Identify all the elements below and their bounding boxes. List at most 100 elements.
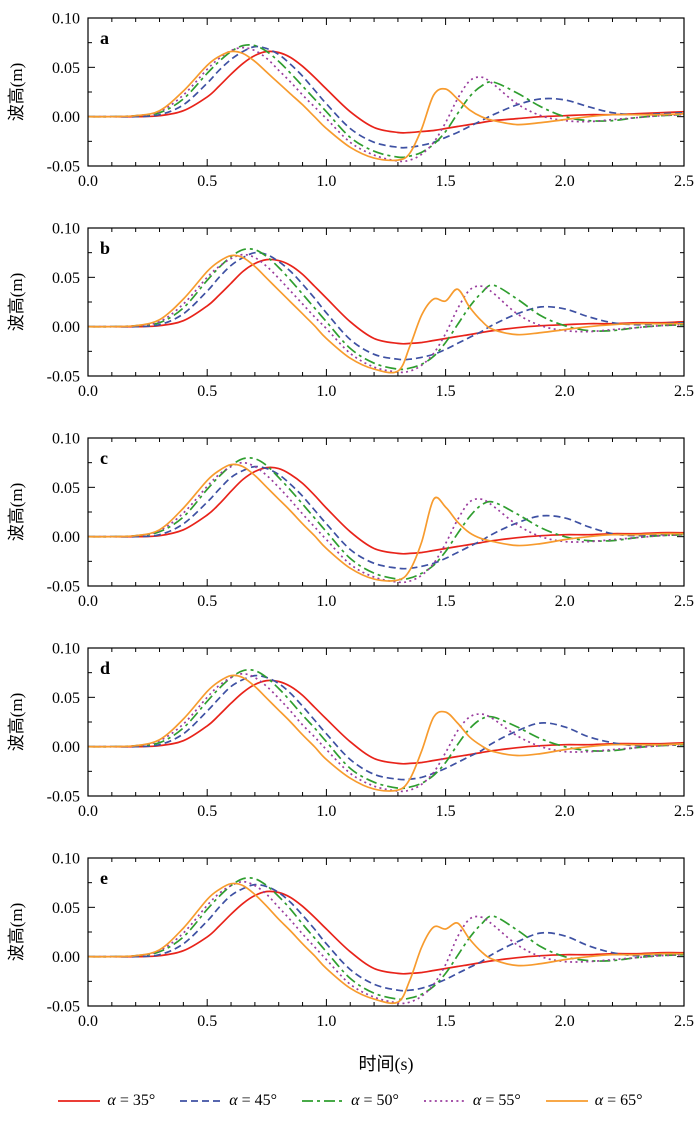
series-line-35-panel-b bbox=[88, 258, 685, 345]
x-tick-label: 1.5 bbox=[436, 593, 456, 610]
series-line-55-panel-a bbox=[87, 46, 685, 163]
series-line-65-panel-c bbox=[87, 463, 685, 582]
series-line-35-panel-e bbox=[88, 890, 685, 975]
legend-label-45: α = 45° bbox=[229, 1092, 278, 1109]
x-tick-label: 2.0 bbox=[555, 803, 575, 820]
panel-letter-a: a bbox=[100, 28, 109, 48]
y-tick-label: -0.05 bbox=[47, 999, 80, 1016]
y-tick-label: 0.10 bbox=[52, 851, 80, 868]
x-tick-label: 1.0 bbox=[316, 383, 336, 400]
x-tick-label: 0.5 bbox=[197, 1013, 217, 1030]
legend-line-sample-50 bbox=[302, 1100, 345, 1102]
series-line-45-panel-c bbox=[88, 465, 685, 570]
series-line-65-panel-a bbox=[87, 50, 685, 162]
plot-frame bbox=[87, 227, 685, 377]
series-line-50-panel-b bbox=[87, 248, 685, 371]
series-line-45-panel-a bbox=[88, 45, 685, 149]
series-line-65-panel-d bbox=[87, 674, 685, 792]
x-tick-label: 2.5 bbox=[674, 803, 694, 820]
x-tick-label: 0.0 bbox=[78, 1013, 98, 1030]
x-tick-label: 2.0 bbox=[555, 1013, 575, 1030]
panel-letter-c: c bbox=[100, 448, 108, 468]
legend-label-50: α = 50° bbox=[351, 1092, 399, 1109]
series-line-45-panel-e bbox=[88, 883, 685, 992]
series-line-45-panel-b bbox=[88, 251, 685, 361]
y-tick-label: 0.10 bbox=[52, 641, 80, 658]
y-axis-title: 波高(m) bbox=[7, 693, 26, 752]
y-tick-label: 0.00 bbox=[52, 319, 80, 336]
series-line-55-panel-c bbox=[87, 461, 685, 584]
y-tick-label: 0.05 bbox=[52, 900, 80, 917]
series-line-50-panel-e bbox=[87, 877, 685, 1001]
x-tick-label: 0.0 bbox=[78, 173, 98, 190]
x-tick-label: 0.5 bbox=[197, 803, 217, 820]
y-tick-label: 0.05 bbox=[52, 60, 80, 77]
x-tick-label: 0.0 bbox=[78, 593, 98, 610]
x-tick-label: 2.5 bbox=[674, 593, 694, 610]
series-line-65-panel-e bbox=[87, 882, 685, 1005]
y-tick-label: 0.00 bbox=[52, 739, 80, 756]
x-tick-label: 0.5 bbox=[197, 383, 217, 400]
x-tick-label: 0.0 bbox=[78, 383, 98, 400]
chart-panel-a: 0.0 0.5 1.0 1.5 2.0 2.5 -0.05 0.00 0.05 0.10 波高(m)… bbox=[7, 11, 694, 191]
x-tick-label: 2.5 bbox=[674, 1013, 694, 1030]
plot-frame bbox=[87, 17, 685, 167]
legend-item-35: α = 35° bbox=[57, 1092, 155, 1110]
panel-letter-d: d bbox=[100, 658, 110, 678]
y-axis-title: 波高(m) bbox=[7, 903, 26, 962]
x-tick-label: 2.5 bbox=[674, 383, 694, 400]
legend: α = 35° α = 45° α = 50° α = 55° α = 65° bbox=[0, 1092, 700, 1120]
y-tick-label: 0.10 bbox=[52, 431, 80, 448]
legend-label-35: α = 35° bbox=[107, 1092, 156, 1109]
y-tick-label: 0.05 bbox=[52, 690, 80, 707]
panel-letter-b: b bbox=[100, 238, 110, 258]
y-tick-label: -0.05 bbox=[47, 579, 80, 596]
y-tick-label: 0.05 bbox=[52, 480, 80, 497]
series-line-50-panel-a bbox=[87, 44, 685, 159]
x-tick-label: 1.5 bbox=[436, 173, 456, 190]
legend-item-50: α = 50° bbox=[301, 1092, 399, 1110]
series-line-50-panel-c bbox=[87, 457, 685, 581]
y-tick-label: -0.05 bbox=[47, 159, 80, 176]
panel-letter-e: e bbox=[100, 868, 108, 888]
x-tick-label: 1.5 bbox=[436, 1013, 456, 1030]
x-tick-label: 2.0 bbox=[555, 173, 575, 190]
series-line-35-panel-d bbox=[88, 679, 685, 765]
x-tick-label: 1.5 bbox=[436, 803, 456, 820]
legend-line-sample-35 bbox=[58, 1100, 101, 1102]
y-tick-label: 0.00 bbox=[52, 529, 80, 546]
legend-item-55: α = 55° bbox=[423, 1092, 521, 1110]
chart-panel-c: 0.0 0.5 1.0 1.5 2.0 2.5 -0.05 0.00 0.05 0.10 波高(m)… bbox=[7, 431, 694, 611]
y-tick-label: 0.10 bbox=[52, 221, 80, 238]
x-axis-title: 时间(s) bbox=[358, 1054, 414, 1074]
x-tick-label: 1.0 bbox=[316, 803, 336, 820]
chart-panel-b: 0.0 0.5 1.0 1.5 2.0 2.5 -0.05 0.00 0.05 0.10 波高(m)… bbox=[7, 221, 694, 401]
series-line-50-panel-d bbox=[87, 668, 685, 790]
plot-frame bbox=[87, 857, 685, 1007]
y-axis-title: 波高(m) bbox=[7, 63, 26, 122]
legend-line-sample-65 bbox=[545, 1100, 588, 1102]
chart-panels: 0.0 0.5 1.0 1.5 2.0 2.5 -0.05 0.00 0.05 0.10 波高(m)… bbox=[0, 4, 700, 1054]
series-line-35-panel-c bbox=[88, 466, 685, 555]
y-tick-label: 0.00 bbox=[52, 949, 80, 966]
legend-line-sample-45 bbox=[180, 1100, 223, 1102]
x-tick-label: 1.0 bbox=[316, 173, 336, 190]
legend-item-65: α = 65° bbox=[545, 1092, 643, 1110]
y-tick-label: -0.05 bbox=[47, 789, 80, 806]
y-tick-label: 0.00 bbox=[52, 109, 80, 126]
wave-height-figure: 0.0 0.5 1.0 1.5 2.0 2.5 -0.05 0.00 0.05 0.10 波高(m)… bbox=[0, 4, 700, 1120]
series-line-55-panel-e bbox=[87, 880, 685, 1005]
y-tick-label: 0.10 bbox=[52, 11, 80, 28]
chart-panel-d: 0.0 0.5 1.0 1.5 2.0 2.5 -0.05 0.00 0.05 0.10 波高(m)… bbox=[7, 641, 694, 821]
chart-panel-e: 0.0 0.5 1.0 1.5 2.0 2.5 -0.05 0.00 0.05 0.10 波高(m)… bbox=[7, 851, 694, 1031]
legend-item-45: α = 45° bbox=[179, 1092, 277, 1110]
y-axis-title: 波高(m) bbox=[7, 483, 26, 542]
x-tick-label: 2.0 bbox=[555, 383, 575, 400]
plot-frame bbox=[87, 437, 685, 587]
x-tick-label: 2.0 bbox=[555, 593, 575, 610]
plot-frame bbox=[87, 647, 685, 797]
x-tick-label: 0.5 bbox=[197, 593, 217, 610]
series-line-45-panel-d bbox=[88, 674, 685, 781]
legend-line-sample-55 bbox=[423, 1100, 466, 1102]
series-line-65-panel-b bbox=[87, 254, 684, 374]
